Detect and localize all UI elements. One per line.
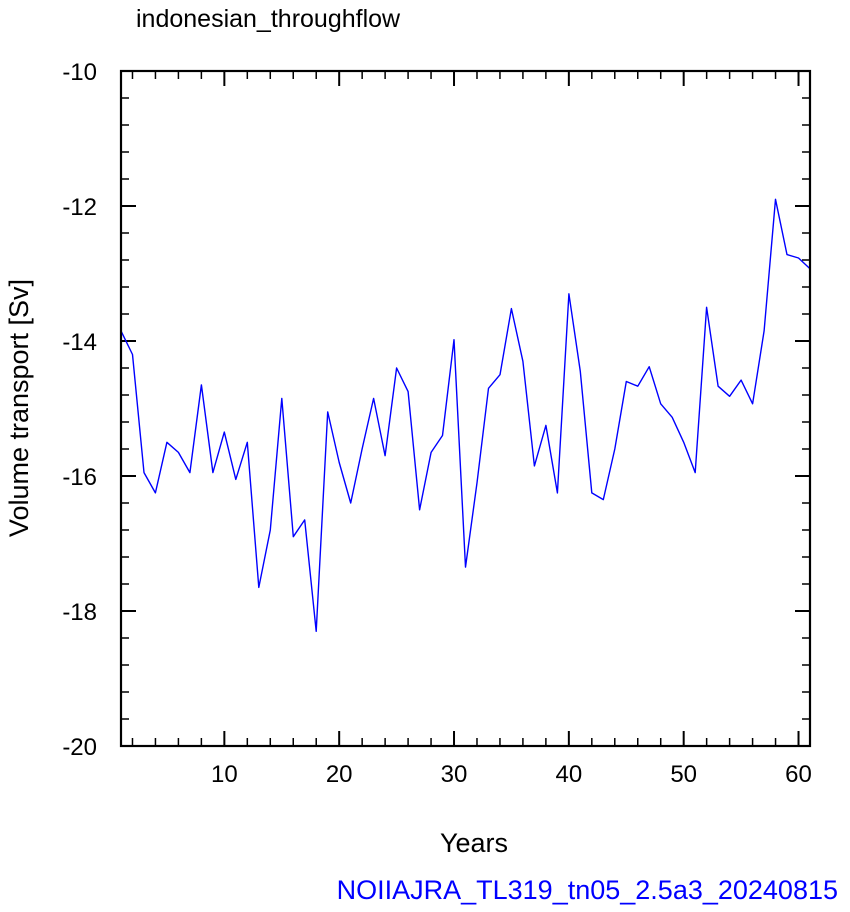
y-tick-label: -20 xyxy=(62,734,97,761)
y-tick-label: -18 xyxy=(62,599,97,626)
x-tick-label: 60 xyxy=(785,761,812,788)
y-tick-label: -16 xyxy=(62,464,97,491)
x-tick-label: 20 xyxy=(326,761,353,788)
y-axis-label: Volume transport [Sv] xyxy=(4,279,34,537)
plot-frame xyxy=(119,69,812,748)
chart-title: indonesian_throughflow xyxy=(136,5,401,33)
x-tick-label: 10 xyxy=(211,761,238,788)
axis-tick-labels: 10 20 30 40 50 60 -20 -18 -16 -14 -12 -10 xyxy=(62,59,812,788)
footer-caption: NOIIAJRA_TL319_tn05_2.5a3_20240815 xyxy=(337,875,838,905)
y-tick-label: -10 xyxy=(62,59,97,86)
x-axis-label: Years xyxy=(440,828,508,858)
y-tick-label: -14 xyxy=(62,329,97,356)
x-tick-label: 50 xyxy=(670,761,697,788)
series-line xyxy=(120,198,811,632)
axis-ticks xyxy=(121,70,810,747)
y-tick-label: -12 xyxy=(62,194,97,221)
x-tick-label: 40 xyxy=(555,761,582,788)
x-tick-label: 30 xyxy=(441,761,468,788)
